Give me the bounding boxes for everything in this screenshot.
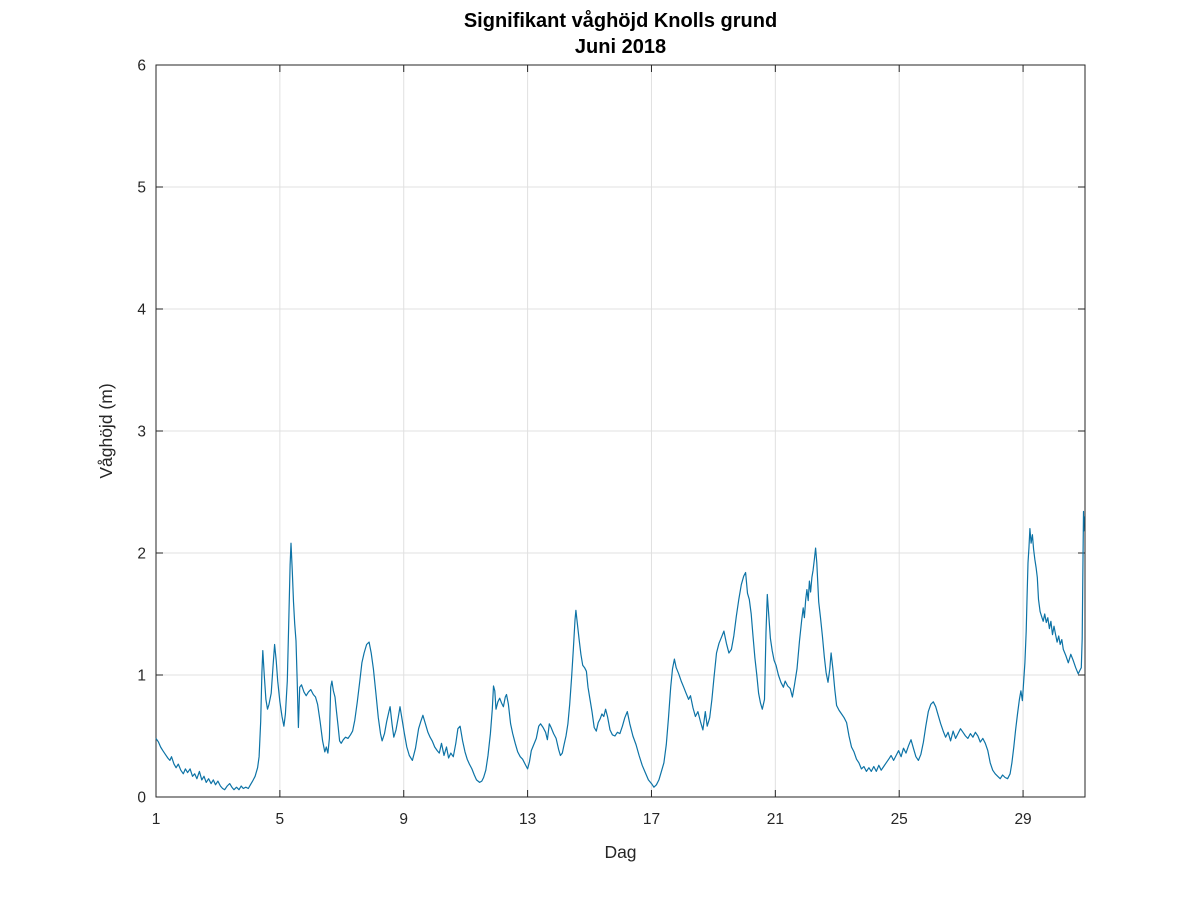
chart-title: Signifikant våghöjd Knolls grund xyxy=(464,9,777,32)
wave-height-series xyxy=(155,510,1085,791)
x-tick-label: 9 xyxy=(399,811,408,828)
x-tick-label: 1 xyxy=(152,811,161,828)
x-tick-label: 29 xyxy=(1014,811,1031,828)
x-tick-label: 21 xyxy=(767,811,784,828)
y-axis-label: Våghöjd (m) xyxy=(96,383,116,478)
x-tick-label: 5 xyxy=(276,811,285,828)
x-tick-label: 25 xyxy=(891,811,908,828)
y-tick-label: 2 xyxy=(137,546,146,563)
tick-marks xyxy=(155,64,1085,798)
y-tick-label: 5 xyxy=(137,180,146,197)
x-tick-label: 17 xyxy=(643,811,660,828)
y-tick-label: 0 xyxy=(137,790,146,807)
x-tick-label: 13 xyxy=(519,811,536,828)
grid-lines xyxy=(156,65,1085,797)
chart-subtitle: Juni 2018 xyxy=(575,36,666,58)
y-tick-label: 6 xyxy=(137,58,146,75)
y-tick-label: 4 xyxy=(137,302,146,319)
x-axis-label: Dag xyxy=(604,842,636,862)
y-tick-label: 1 xyxy=(137,668,146,685)
y-tick-label: 3 xyxy=(137,424,146,441)
